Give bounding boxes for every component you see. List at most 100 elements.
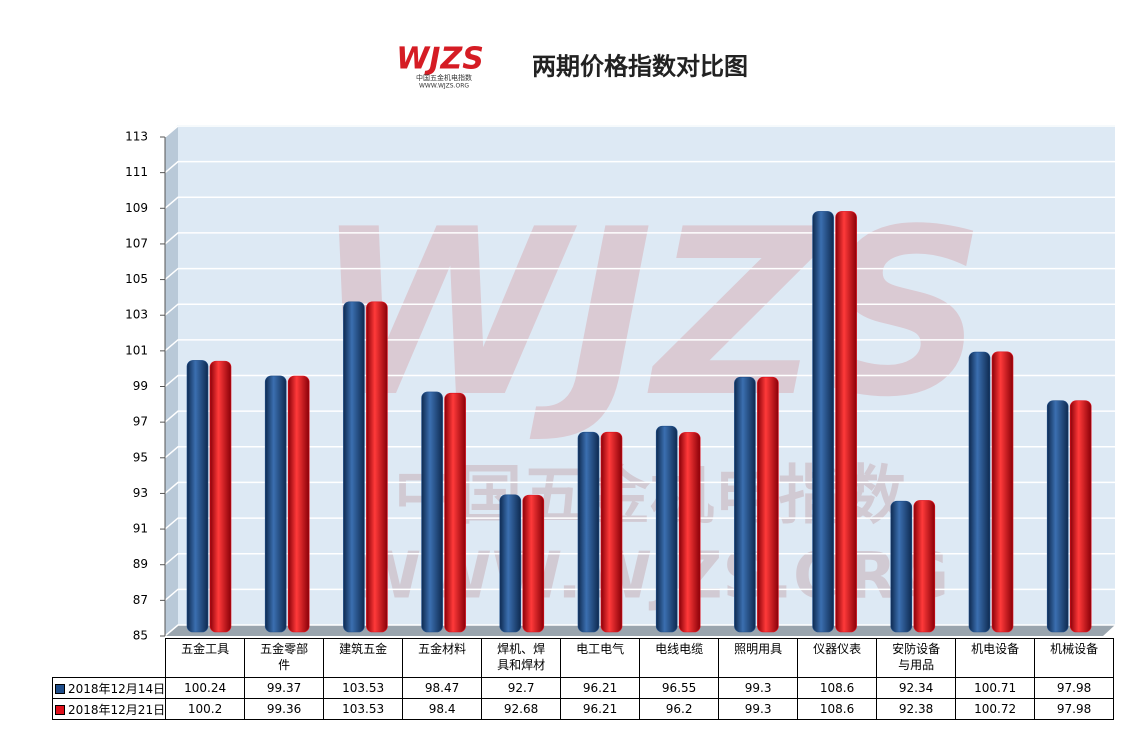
value-cell: 97.98: [1034, 677, 1115, 699]
value-cell: 100.2: [165, 698, 246, 720]
legend-cell: 2018年12月14日: [51, 677, 167, 699]
bar: [655, 425, 678, 633]
bar: [209, 360, 232, 633]
value-cell: 108.6: [797, 677, 878, 699]
value-cell: 103.53: [323, 677, 404, 699]
bar: [600, 431, 623, 633]
category-label: 安防设备与用品: [876, 638, 957, 678]
plot-background: [165, 125, 1115, 636]
logo-url: WWW.WJZS.ORG: [419, 83, 469, 90]
value-cell: 100.72: [955, 698, 1036, 720]
y-tick-label: 89: [133, 557, 148, 571]
y-tick-label: 95: [133, 450, 148, 464]
legend-marker: [55, 683, 65, 694]
watermark: WJZS 中国五金机电指数 WWW.WJZS.ORG: [314, 181, 986, 614]
grid-line: [164, 196, 1115, 209]
bar: [522, 494, 545, 633]
y-tick-label: 105: [125, 272, 148, 286]
y-tick-label: 97: [133, 415, 148, 429]
bar: [968, 351, 991, 633]
category-label: 五金工具: [165, 638, 246, 678]
value-cell: 98.4: [402, 698, 483, 720]
value-cell: 108.6: [797, 698, 878, 720]
grid-line: [164, 481, 1115, 495]
y-tick-label: 109: [125, 201, 148, 215]
value-cell: 98.47: [402, 677, 483, 699]
bar: [812, 211, 834, 633]
corner-cell: [52, 638, 167, 678]
bar: [577, 431, 600, 633]
value-cell: 100.71: [955, 677, 1036, 699]
value-cell: 103.53: [323, 698, 404, 720]
bar: [678, 432, 701, 633]
legend-label: 2018年12月21日: [68, 702, 166, 717]
category-label: 仪器仪表: [797, 638, 878, 678]
y-tick-label: 113: [125, 130, 148, 144]
grid-line: [164, 160, 1115, 174]
bar: [913, 500, 936, 633]
y-tick-label: 101: [125, 343, 148, 357]
grid-line: [164, 303, 1115, 316]
chart-title: 两期价格指数对比图: [532, 52, 748, 81]
bar: [343, 301, 365, 633]
bar: [991, 351, 1014, 633]
y-tick-label: 103: [125, 308, 148, 322]
y-tick-label: 87: [133, 593, 148, 607]
grid-line: [164, 446, 1115, 459]
data-table: 五金工具 五金零部件 建筑五金 五金材料 焊机、焊具和焊材 电工电气 电线电缆 照明用具 仪器仪…: [51, 638, 1115, 720]
bar: [734, 376, 756, 633]
category-label: 电线电缆: [639, 638, 720, 678]
category-label: 照明用具: [718, 638, 799, 678]
watermark-logo: WJZS: [314, 181, 986, 448]
legend-label: 2018年12月14日: [68, 681, 166, 696]
category-label: 机电设备: [955, 638, 1036, 678]
category-label: 机械设备: [1034, 638, 1115, 678]
bar: [264, 375, 287, 633]
bar: [444, 392, 466, 633]
category-label: 五金材料: [402, 638, 483, 678]
value-cell: 92.68: [481, 698, 562, 720]
logo-text: WJZS: [396, 42, 484, 77]
value-cell: 92.34: [876, 677, 957, 699]
value-cell: 96.2: [639, 698, 720, 720]
grid-line: [164, 267, 1115, 281]
grid-line: [164, 125, 1115, 138]
value-cell: 100.24: [165, 677, 246, 699]
value-cell: 99.3: [718, 698, 799, 720]
y-tick-label: 91: [133, 522, 148, 536]
value-cell: 99.36: [244, 698, 325, 720]
grid-line: [164, 624, 1115, 637]
logo-subtitle: 中国五金机电指数: [416, 73, 472, 82]
table-series-row: 2018年12月21日 100.2 99.36 103.53 98.4 92.68 96.2…: [51, 698, 1115, 720]
value-cell: 99.3: [718, 677, 799, 699]
legend-cell: 2018年12月21日: [51, 698, 167, 720]
bar: [366, 301, 388, 633]
value-cell: 96.55: [639, 677, 720, 699]
bar: [1046, 400, 1069, 633]
value-cell: 99.37: [244, 677, 325, 699]
floor: [165, 625, 1115, 636]
bar: [757, 376, 779, 633]
bar: [287, 375, 310, 633]
category-label: 五金零部件: [244, 638, 325, 678]
bar: [421, 391, 443, 633]
value-cell: 96.21: [560, 698, 641, 720]
logo: WJZS 中国五金机电指数 WWW.WJZS.ORG: [396, 42, 484, 90]
value-cell: 92.38: [876, 698, 957, 720]
grid-line: [164, 374, 1115, 388]
value-cell: 92.7: [481, 677, 562, 699]
bar: [499, 494, 522, 633]
category-label: 电工电气: [560, 638, 641, 678]
category-label: 焊机、焊具和焊材: [481, 638, 562, 678]
table-header-row: 五金工具 五金零部件 建筑五金 五金材料 焊机、焊具和焊材 电工电气 电线电缆 照明用具 仪器仪…: [52, 638, 1115, 678]
y-tick-label: 107: [125, 236, 148, 250]
y-tick-label: 111: [125, 165, 148, 179]
bar: [890, 500, 913, 633]
category-label: 建筑五金: [323, 638, 404, 678]
grid-line: [164, 410, 1115, 423]
value-cell: 97.98: [1034, 698, 1115, 720]
legend-marker: [55, 704, 65, 715]
